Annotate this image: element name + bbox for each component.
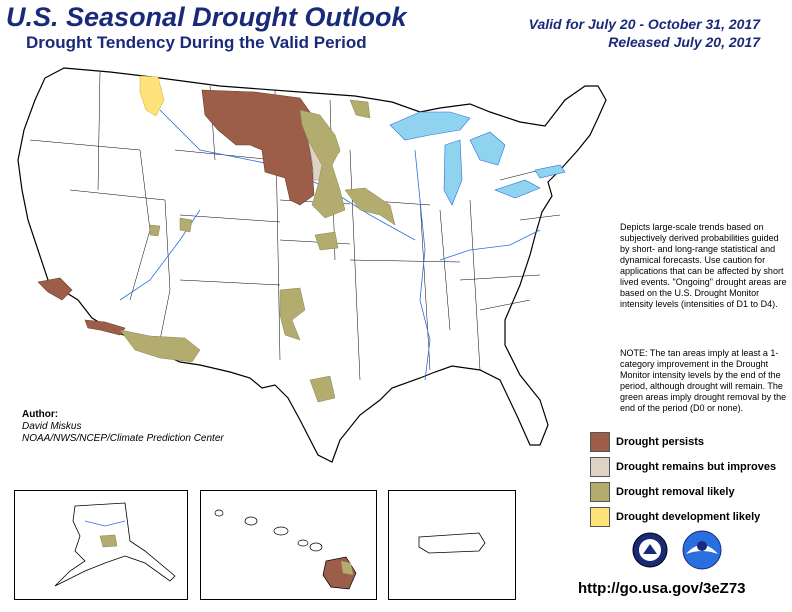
legend-item-persists: Drought persists	[590, 432, 704, 452]
reference-url[interactable]: http://go.usa.gov/3eZ73	[578, 580, 746, 597]
note-text: NOTE: The tan areas imply at least a 1-c…	[620, 348, 787, 413]
legend-label: Drought removal likely	[616, 486, 735, 498]
map-subtitle: Drought Tendency During the Valid Period	[26, 33, 367, 52]
hawaii-map	[214, 509, 357, 590]
valid-period: Valid for July 20 - October 31, 2017	[528, 16, 760, 32]
drought-removal-areas	[119, 99, 396, 403]
legend-label: Drought remains but improves	[616, 461, 777, 473]
legend-swatch	[590, 432, 610, 452]
description-text: Depicts large-scale trends based on subj…	[620, 222, 787, 309]
legend-item-development: Drought development likely	[590, 507, 760, 527]
socal-persists	[37, 277, 73, 301]
legend-item-improves: Drought remains but improves	[590, 457, 776, 477]
legend-swatch	[590, 457, 610, 477]
author-name: David Miskus	[22, 421, 82, 432]
alaska-map	[54, 502, 176, 587]
great-lakes	[389, 111, 566, 206]
legend-label: Drought development likely	[616, 511, 761, 523]
nws-logo-icon	[682, 530, 722, 570]
legend-label: Drought persists	[616, 436, 705, 448]
legend-item-removal: Drought removal likely	[590, 482, 735, 502]
release-date: Released July 20, 2017	[608, 34, 760, 50]
noaa-seal-icon	[632, 532, 668, 568]
hawaii-inset	[200, 490, 377, 600]
author-org: NOAA/NWS/NCEP/Climate Prediction Center	[22, 433, 224, 444]
author-block: Author: David Miskus NOAA/NWS/NCEP/Clima…	[22, 409, 224, 445]
puerto-rico-inset	[388, 490, 516, 600]
alaska-inset	[14, 490, 188, 600]
arizona-border-persists	[84, 319, 126, 336]
map-title: U.S. Seasonal Drought Outlook	[6, 2, 407, 32]
northern-plains-persists	[201, 89, 315, 206]
drought-persists-areas	[37, 89, 315, 336]
legend-swatch	[590, 507, 610, 527]
legend-swatch	[590, 482, 610, 502]
puerto-rico-map	[418, 532, 486, 554]
conus-map	[17, 67, 607, 463]
montana-development-area	[139, 75, 165, 117]
author-heading: Author:	[22, 409, 59, 420]
